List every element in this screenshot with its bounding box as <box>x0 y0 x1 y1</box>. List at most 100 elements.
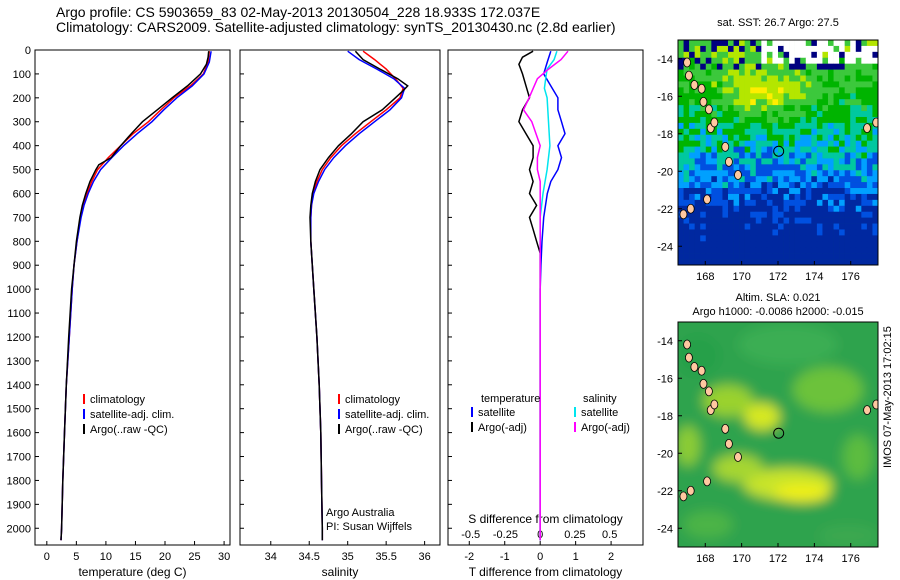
sst-cell <box>828 146 834 153</box>
difference-legend-label: Argo(-adj) <box>478 422 527 434</box>
sst-cell <box>744 253 751 260</box>
sst-cell <box>694 57 701 64</box>
sst-cell <box>794 122 801 130</box>
sst-cell <box>850 211 857 218</box>
sst-cell <box>789 105 795 112</box>
depth-tick-label: 1600 <box>7 428 31 440</box>
sst-cell <box>716 122 723 130</box>
sst-cell <box>861 152 868 159</box>
sst-cell <box>739 45 745 53</box>
sst-cell <box>778 40 784 47</box>
sst-cell <box>844 158 851 165</box>
sst-cell <box>755 93 762 100</box>
sst-cell <box>844 205 851 213</box>
sst-cell <box>739 146 745 153</box>
sst-cell <box>783 140 790 147</box>
sst-cell <box>866 193 873 201</box>
sst-cell <box>755 105 762 112</box>
sst-cell <box>705 63 712 70</box>
sst-cell <box>694 134 701 141</box>
sst-cell <box>861 87 868 94</box>
sst-cell <box>722 235 729 242</box>
sst-cell <box>850 87 857 94</box>
sst-cell <box>800 223 807 230</box>
sst-cell <box>850 75 857 82</box>
sst-cell <box>700 176 707 183</box>
sst-cell <box>755 241 762 248</box>
salinity-legend-label: climatology <box>345 394 401 406</box>
sst-cell <box>828 134 834 141</box>
sst-cell <box>766 235 773 242</box>
sst-cell <box>728 164 734 171</box>
sst-cell <box>716 164 723 171</box>
sst-cell <box>844 57 851 64</box>
sst-cell <box>733 122 740 130</box>
sst-cell <box>800 158 807 165</box>
sst-cell <box>800 87 807 94</box>
sst-cell <box>711 217 718 224</box>
sst-cell <box>694 116 701 124</box>
sst-cell <box>761 87 768 94</box>
sst-cell <box>678 146 684 153</box>
sst-cell <box>833 259 840 265</box>
sst-cell <box>794 176 801 183</box>
sla-xtick-label: 176 <box>842 553 860 565</box>
sst-cell <box>711 134 718 141</box>
sst-cell <box>850 69 857 76</box>
sst-cell <box>694 176 701 183</box>
sst-cell <box>739 116 745 124</box>
sst-cell <box>783 111 790 118</box>
sst-cell <box>800 51 807 59</box>
sst-cell <box>861 93 868 100</box>
sla-map <box>677 321 879 548</box>
sst-cell <box>805 164 812 171</box>
sst-cell <box>861 134 868 141</box>
sst-cell <box>816 229 823 236</box>
sst-cell <box>855 259 862 265</box>
sst-cell <box>700 259 707 265</box>
sst-cell <box>855 211 862 218</box>
sst-cell <box>766 205 773 213</box>
sst-cell <box>700 241 707 248</box>
sst-cell <box>805 176 812 183</box>
sst-cell <box>766 63 773 70</box>
sst-cell <box>822 199 829 207</box>
salinity-panel <box>239 49 441 546</box>
sst-cell <box>739 152 745 159</box>
sst-cell <box>728 63 734 70</box>
salinity-xtick-label: 35 <box>342 551 354 563</box>
sst-cell <box>789 99 795 106</box>
sst-cell <box>766 140 773 147</box>
sst-cell <box>694 87 701 94</box>
sst-cell <box>694 164 701 171</box>
sst-cell <box>750 75 757 82</box>
sst-cell <box>772 40 779 47</box>
sst-cell <box>744 69 751 76</box>
sst-cell <box>839 182 845 189</box>
sst-cell <box>828 63 834 70</box>
sst-cell <box>711 188 718 195</box>
sst-cell <box>772 241 779 248</box>
sst-cell <box>772 146 779 153</box>
sst-cell <box>700 128 707 136</box>
sst-cell <box>728 253 734 260</box>
sst-cell <box>789 253 795 260</box>
sst-cell <box>794 235 801 242</box>
sst-cell <box>805 116 812 124</box>
sst-cell <box>778 229 784 236</box>
sst-cell <box>805 158 812 165</box>
sst-cell <box>866 217 873 224</box>
sst-cell <box>716 170 723 177</box>
sst-cell <box>850 199 857 207</box>
sst-cell <box>833 99 840 106</box>
sst-cell <box>805 105 812 112</box>
sst-cell <box>800 40 807 47</box>
sst-cell <box>689 105 695 112</box>
sst-cell <box>861 247 868 254</box>
sst-cell <box>683 158 690 165</box>
difference-xtick-label: 2 <box>608 551 614 563</box>
temperature-xtick-label: 5 <box>73 551 79 563</box>
sst-cell <box>822 140 829 147</box>
sst-cell <box>855 134 862 141</box>
sst-cell <box>816 122 823 130</box>
